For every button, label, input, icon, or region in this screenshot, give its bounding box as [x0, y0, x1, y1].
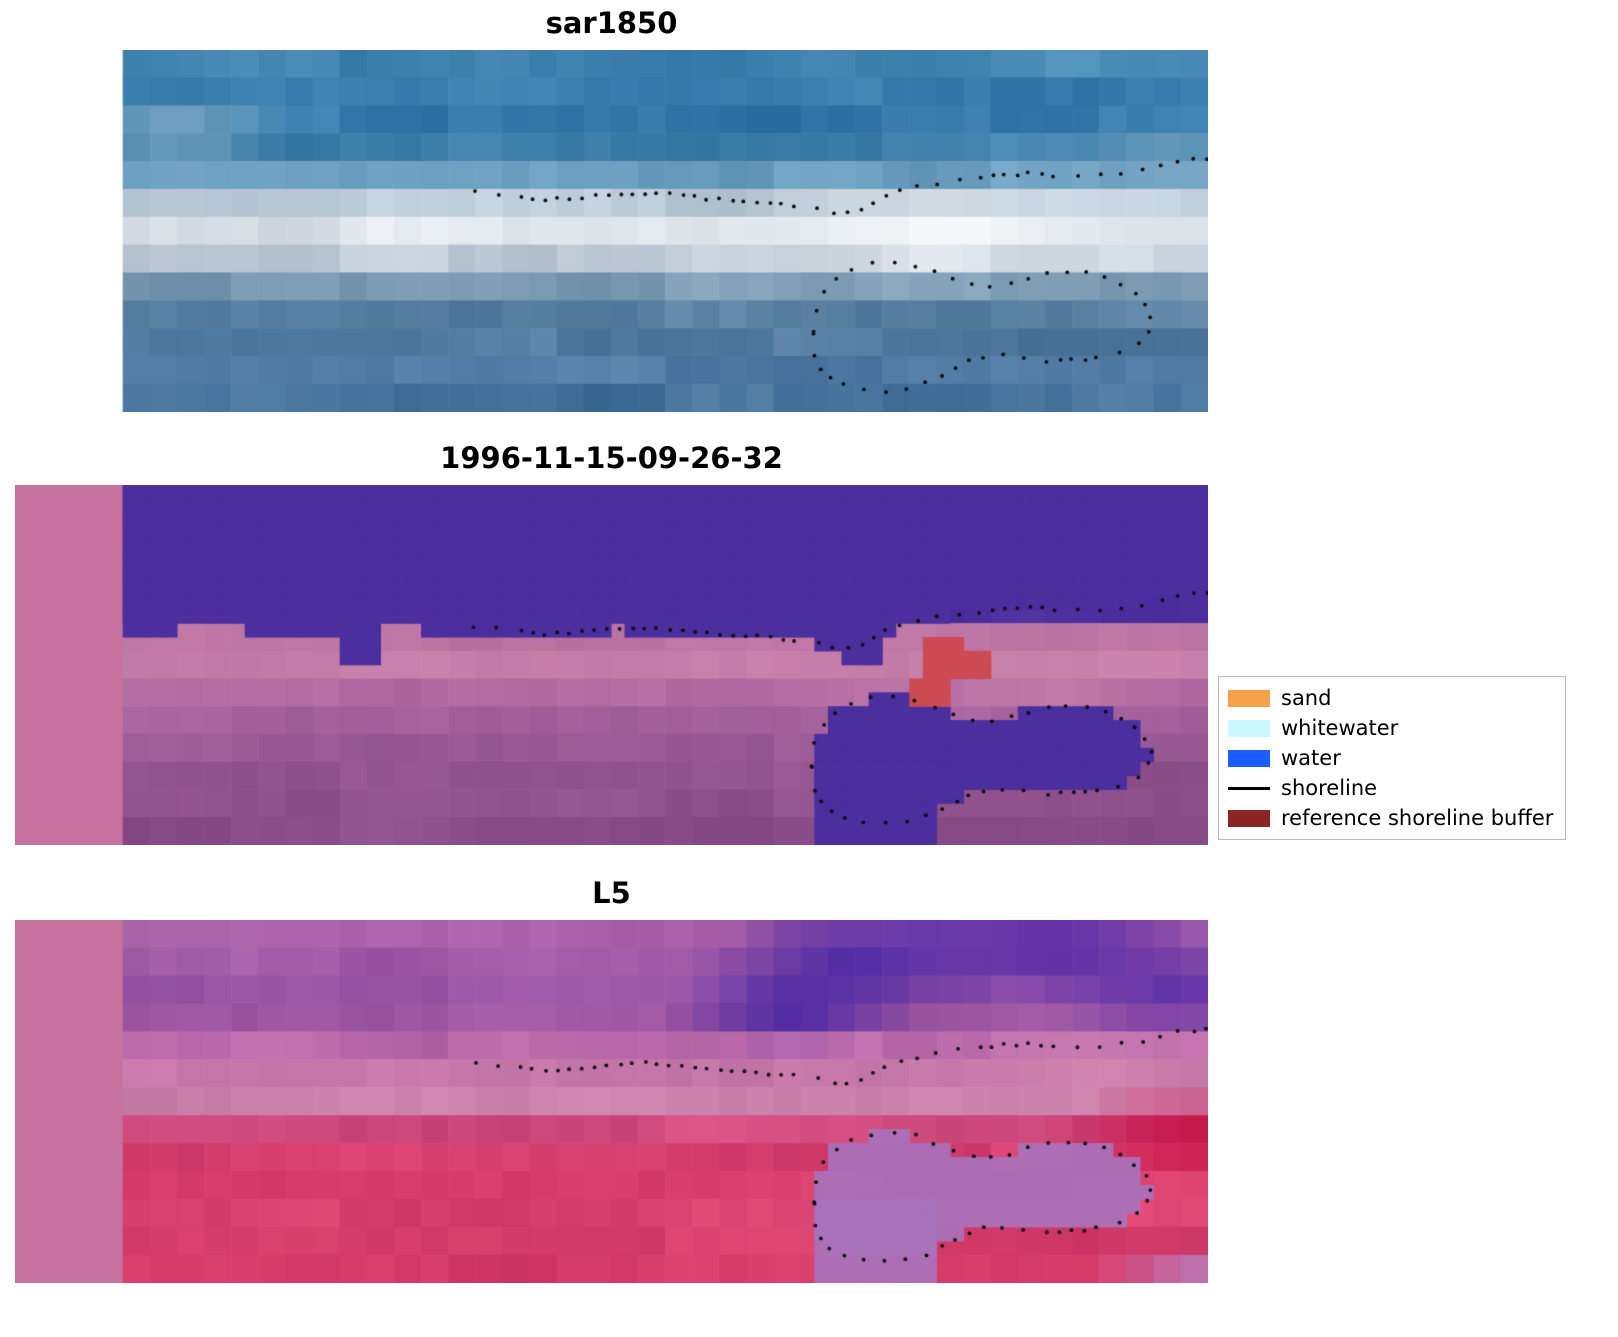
legend: sand whitewater water shoreline reference sh…: [1218, 676, 1567, 840]
shoreline-line: [1228, 786, 1270, 790]
sand-swatch: [1228, 689, 1270, 707]
legend-item-water: water: [1228, 745, 1553, 771]
panel-title-sar1850: sar1850: [545, 6, 678, 40]
legend-item-sand: sand: [1228, 685, 1553, 711]
reference-shoreline-buffer-swatch: [1228, 809, 1270, 827]
whitewater-swatch: [1228, 719, 1270, 737]
legend-item-label: reference shoreline buffer: [1281, 806, 1554, 830]
classified-image: [15, 485, 1208, 845]
legend-item-reference-shoreline-buffer: reference shoreline buffer: [1228, 805, 1553, 831]
legend-item-shoreline: shoreline: [1228, 775, 1553, 801]
panel-title-l5: L5: [592, 876, 631, 910]
l5-image: [15, 920, 1208, 1283]
panel-title-classified-date: 1996-11-15-09-26-32: [440, 441, 783, 475]
legend-item-label: shoreline: [1281, 776, 1378, 800]
legend-item-label: water: [1281, 746, 1341, 770]
sar1850-image: [15, 50, 1208, 412]
legend-item-whitewater: whitewater: [1228, 715, 1553, 741]
legend-item-label: sand: [1281, 686, 1332, 710]
water-swatch: [1228, 749, 1270, 767]
legend-item-label: whitewater: [1281, 716, 1399, 740]
